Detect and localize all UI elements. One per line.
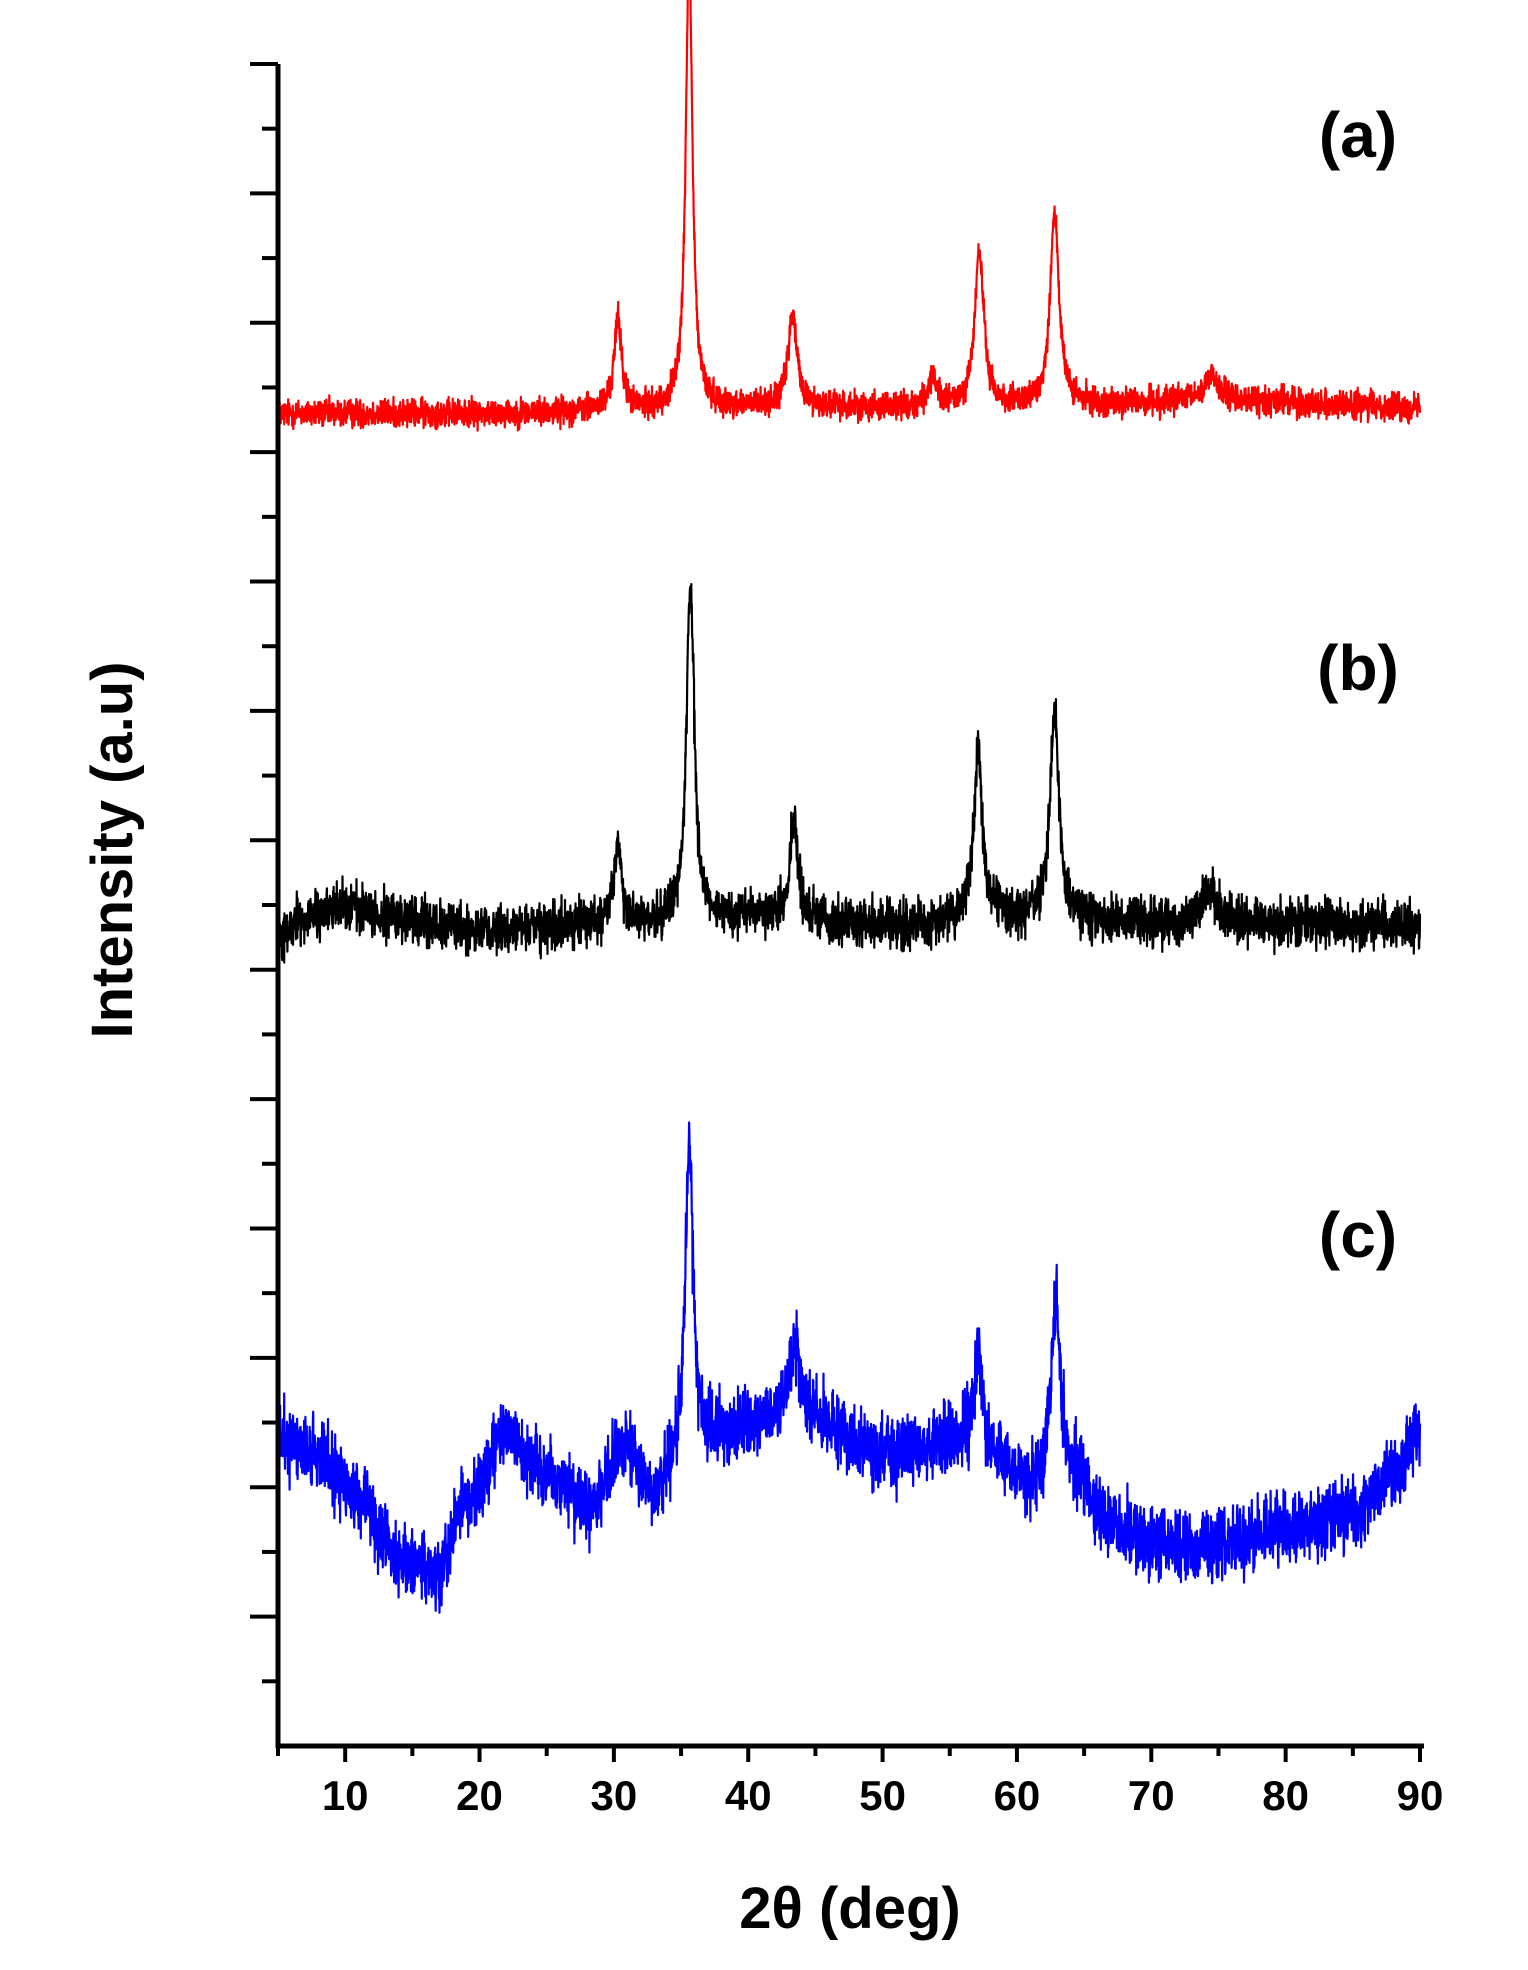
x-tick-label-10: 10 — [322, 1772, 369, 1819]
x-tick-label-80: 80 — [1262, 1772, 1309, 1819]
x-tick-label-90: 90 — [1397, 1772, 1444, 1819]
x-tick-label-20: 20 — [456, 1772, 503, 1819]
x-axis-title: 2θ (deg) — [739, 1876, 960, 1941]
x-tick-label-70: 70 — [1128, 1772, 1175, 1819]
panel-label-b: (b) — [1317, 632, 1399, 704]
panel-label-c: (c) — [1319, 1199, 1397, 1271]
x-tick-label-60: 60 — [994, 1772, 1041, 1819]
x-tick-label-50: 50 — [859, 1772, 906, 1819]
y-axis-title: Intensity (a.u) — [80, 661, 145, 1038]
series-line-b — [276, 583, 1422, 964]
y-ticks — [250, 62, 278, 1684]
panel-label-a: (a) — [1319, 99, 1397, 171]
x-tick-labels: 10 20 30 40 50 60 70 80 90 — [322, 1772, 1444, 1819]
series-line-c — [276, 1121, 1422, 1614]
series-layer — [276, 0, 1422, 1614]
x-ticks — [276, 1746, 1422, 1762]
x-tick-label-40: 40 — [725, 1772, 772, 1819]
panel-labels: (a) (b) (c) — [1317, 99, 1399, 1271]
x-tick-label-30: 30 — [591, 1772, 638, 1819]
series-line-a — [276, 0, 1422, 432]
